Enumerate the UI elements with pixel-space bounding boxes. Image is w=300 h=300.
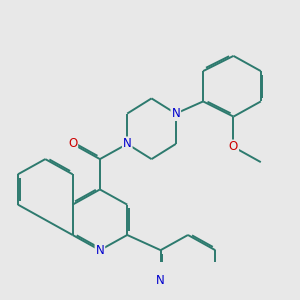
Text: N: N: [156, 274, 165, 287]
Text: O: O: [68, 137, 77, 150]
Text: N: N: [123, 137, 132, 150]
Text: N: N: [95, 244, 104, 257]
Text: N: N: [171, 107, 180, 120]
Text: O: O: [229, 140, 238, 154]
